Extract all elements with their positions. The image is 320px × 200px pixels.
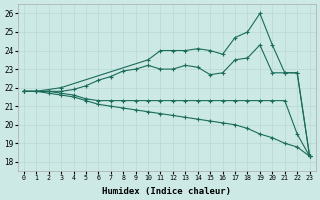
X-axis label: Humidex (Indice chaleur): Humidex (Indice chaleur)	[102, 187, 231, 196]
